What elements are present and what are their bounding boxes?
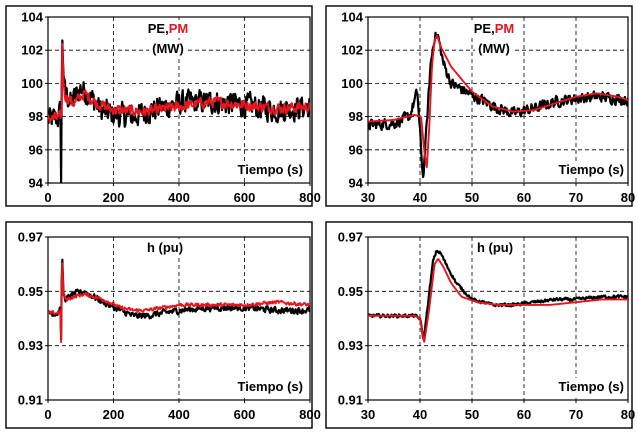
x-tick-label: 400	[168, 407, 190, 422]
x-tick-label: 70	[569, 407, 583, 422]
x-tick-label: 30	[361, 407, 375, 422]
label-background	[234, 161, 306, 178]
series-line-pm	[48, 42, 310, 123]
y-tick-label: 0.97	[18, 230, 43, 245]
label-background	[470, 20, 518, 37]
series-line-pm	[368, 258, 628, 343]
x-axis-title: Tiempo (s)	[559, 379, 625, 394]
x-tick-label: 60	[517, 190, 531, 205]
panel-frame	[325, 5, 633, 207]
y-tick-label: 94	[29, 176, 44, 191]
y-tick-label: 96	[349, 142, 363, 157]
y-tick-label: 96	[29, 142, 43, 157]
chart-panel-2: 94 96 98 100 102 104 30 40 50 60 70 80 PE,PM (MW) Tiem…	[325, 5, 635, 207]
label-background	[555, 378, 627, 395]
y-tick-label: 104	[341, 10, 363, 25]
x-tick-label: 200	[103, 190, 125, 205]
series-line-pm	[368, 34, 628, 169]
chart-panel-4: 0.91 0.93 0.95 0.97 30 40 50 60 70 80 h (pu) Tiempo…	[325, 221, 635, 429]
panel-frame	[5, 221, 313, 429]
label-background	[143, 239, 187, 256]
x-tick-label: 200	[103, 407, 125, 422]
y-tick-label: 94	[349, 176, 364, 191]
x-tick-label: 50	[465, 190, 479, 205]
x-tick-label: 600	[234, 407, 256, 422]
x-tick-label: 40	[413, 407, 427, 422]
label-background	[473, 239, 517, 256]
x-tick-label: 80	[621, 407, 635, 422]
y-tick-label: 100	[21, 76, 43, 91]
y-tick-label: 0.97	[338, 230, 363, 245]
y-tick-label: 100	[341, 76, 363, 91]
y-tick-label: 102	[21, 43, 43, 58]
unit-label: (MW)	[152, 41, 184, 56]
label-background	[149, 40, 187, 57]
x-tick-label: 400	[168, 190, 190, 205]
x-tick-label: 800	[299, 407, 321, 422]
series-line-pe	[368, 249, 628, 341]
y-tick-label: 0.91	[338, 393, 363, 408]
y-tick-label: 0.93	[18, 338, 43, 353]
series-line-pe	[48, 258, 310, 341]
x-tick-label: 60	[517, 407, 531, 422]
series-label: PE,PM	[474, 21, 514, 36]
x-tick-label: 80	[621, 190, 635, 205]
x-tick-label: 0	[44, 190, 51, 205]
label-background	[555, 161, 627, 178]
series-line-pe	[368, 31, 628, 179]
y-tick-label: 98	[29, 109, 43, 124]
x-axis-title: Tiempo (s)	[238, 379, 304, 394]
x-tick-label: 30	[361, 190, 375, 205]
y-tick-label: 0.95	[338, 284, 363, 299]
y-tick-label: 104	[21, 10, 43, 25]
x-tick-label: 0	[44, 407, 51, 422]
x-tick-label: 800	[299, 190, 321, 205]
unit-label: (MW)	[478, 41, 510, 56]
y-tick-label: 0.91	[18, 393, 43, 408]
x-axis-title: Tiempo (s)	[559, 162, 625, 177]
series-label: PE,PM	[148, 21, 188, 36]
label-background	[144, 20, 192, 37]
series-label: h (pu)	[147, 240, 183, 255]
x-axis-title: Tiempo (s)	[238, 162, 304, 177]
y-tick-label: 0.95	[18, 284, 43, 299]
x-tick-label: 40	[413, 190, 427, 205]
x-tick-label: 50	[465, 407, 479, 422]
plot-area	[367, 236, 629, 401]
x-tick-label: 70	[569, 190, 583, 205]
panel-frame	[5, 5, 313, 207]
x-tick-label: 600	[234, 190, 256, 205]
chart-panel-3: 0.91 0.93 0.95 0.97 0 200 400 600 800 h (pu) Tiemp…	[5, 221, 321, 429]
label-background	[475, 40, 513, 57]
y-tick-label: 98	[349, 109, 363, 124]
chart-panel-1: 94 96 98 100 102 104 0 200 400 600 800 PE,PM (MW) Tie…	[5, 5, 321, 207]
series-line-pm	[48, 262, 310, 344]
y-tick-label: 0.93	[338, 338, 363, 353]
panel-frame	[325, 221, 633, 429]
series-label: h (pu)	[477, 240, 513, 255]
y-tick-label: 102	[341, 43, 363, 58]
label-background	[234, 378, 306, 395]
